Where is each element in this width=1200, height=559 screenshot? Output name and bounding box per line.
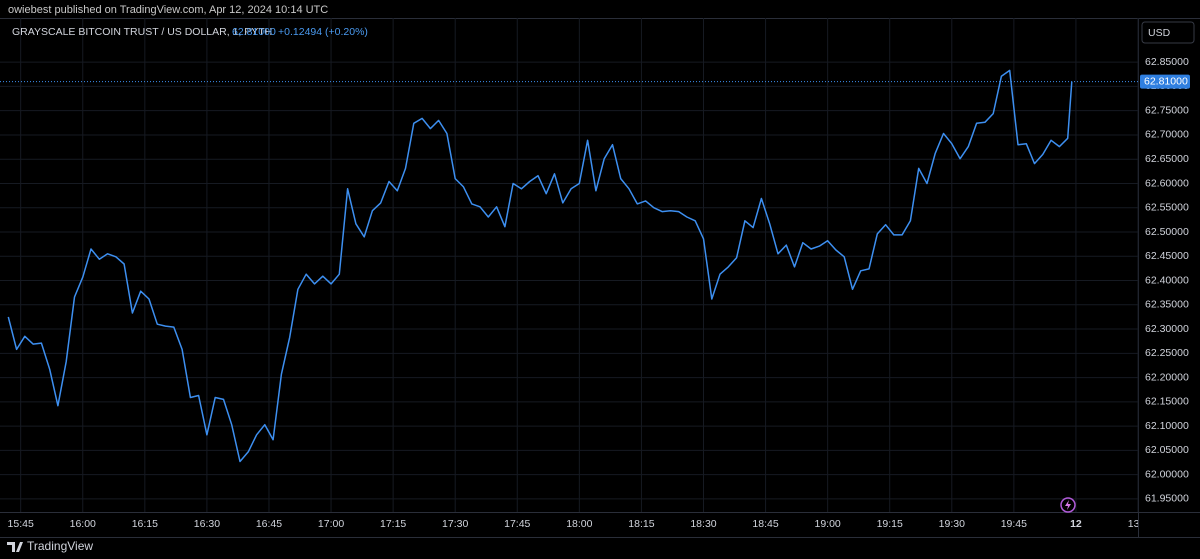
y-tick-label: 62.00000: [1145, 468, 1189, 480]
last-price-label: 62.81000: [1144, 75, 1188, 87]
y-tick-label: 62.45000: [1145, 250, 1189, 262]
lightning-icon: [1060, 497, 1076, 513]
brand: TradingView: [27, 539, 93, 553]
publisher: owiebest published on TradingView.com, A…: [8, 4, 328, 16]
price-change: +0.12494 (+0.20%): [278, 26, 368, 38]
grid: [0, 18, 1139, 512]
x-tick-label: 15:45: [8, 518, 34, 530]
price-line: [7, 69, 1073, 463]
y-tick-label: 62.40000: [1145, 274, 1189, 286]
x-tick-label: 18:45: [752, 518, 778, 530]
x-tick-label: 18:15: [628, 518, 654, 530]
currency-button[interactable]: [1141, 21, 1195, 44]
x-tick-label: 19:30: [939, 518, 965, 530]
brand-logo: [7, 542, 23, 552]
x-tick-label: 19:45: [1001, 518, 1027, 530]
x-tick-label: 17:30: [442, 518, 468, 530]
x-tick-label: 16:15: [132, 518, 158, 530]
currency[interactable]: USD: [1148, 27, 1171, 39]
y-tick-label: 62.70000: [1145, 129, 1189, 141]
x-tick-label: 12: [1070, 518, 1082, 530]
y-tick-label: 62.25000: [1145, 347, 1189, 359]
y-tick-label: 62.60000: [1145, 177, 1189, 189]
y-tick-label: 62.55000: [1145, 202, 1189, 214]
chart-title: GRAYSCALE BITCOIN TRUST / US DOLLAR, 1, …: [12, 26, 272, 38]
last-price-box: [1140, 74, 1190, 89]
x-tick-label: 16:45: [256, 518, 282, 530]
x-tick-label: 13:4: [1128, 518, 1149, 530]
plot: 15:45 16:00 16:15 16:30 16:45 17:00 17:15 17:30…: [0, 69, 1149, 530]
x-tick-label: 18:30: [690, 518, 716, 530]
y-tick-label: 62.75000: [1145, 104, 1189, 116]
y-tick-label: 62.50000: [1145, 226, 1189, 238]
x-tick-label: 17:15: [380, 518, 406, 530]
y-tick-label: 62.15000: [1145, 396, 1189, 408]
x-tick-label: 19:15: [877, 518, 903, 530]
x-tick-label: 16:00: [70, 518, 96, 530]
x-tick-label: 18:00: [566, 518, 592, 530]
y-tick-label: 62.30000: [1145, 323, 1189, 335]
y-tick-label: 62.20000: [1145, 371, 1189, 383]
y-tick-label: 62.65000: [1145, 153, 1189, 165]
x-tick-label: 17:45: [504, 518, 530, 530]
y-tick-label: 61.95000: [1145, 493, 1189, 505]
x-tick-label: 17:00: [318, 518, 344, 530]
y-tick-label: 62.10000: [1145, 420, 1189, 432]
x-tick-label: 19:00: [814, 518, 840, 530]
x-tick-label: 16:30: [194, 518, 220, 530]
y-tick-label: 62.85000: [1145, 56, 1189, 68]
y-tick-label: 62.05000: [1145, 444, 1189, 456]
y-tick-label: 62.35000: [1145, 299, 1189, 311]
last-price: 62.81000: [232, 26, 276, 38]
